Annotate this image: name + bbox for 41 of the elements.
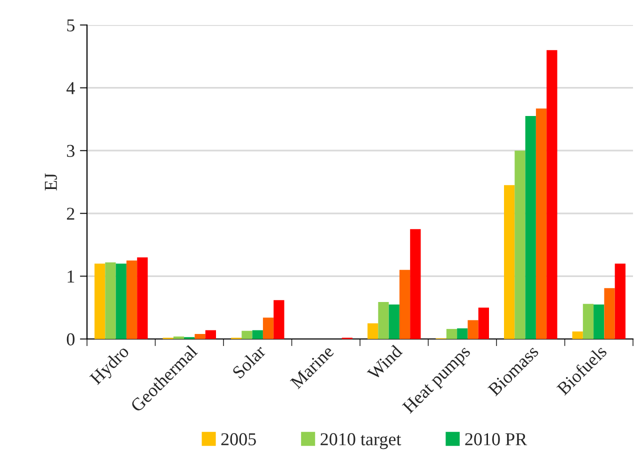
bar [525,116,536,339]
bar [105,262,116,339]
bar [457,328,468,339]
y-axis-title: EJ [44,173,57,191]
bar [582,304,594,339]
bar [205,330,216,339]
bar [446,328,458,339]
bar [478,308,489,339]
bar [378,302,389,339]
bar [594,304,604,339]
bar [546,50,558,339]
y-tick-label: 4 [66,82,75,94]
bar [262,318,274,339]
bar [252,330,263,339]
y-tick-label: 1 [68,270,74,282]
legend-label: 2010 target [320,433,402,450]
bar [388,304,400,339]
bar [173,336,184,339]
bar [368,323,378,339]
y-tick-label: 0 [66,333,75,346]
bar [137,257,148,339]
bar [126,260,138,339]
y-tick-label: 5 [67,19,74,32]
bar [614,264,626,339]
bar [399,270,410,339]
bar [504,185,515,339]
bar [242,330,252,339]
bar [116,264,126,339]
bar [536,108,547,339]
bar [194,334,206,339]
legend-label: 2005 [221,433,256,446]
bar [94,264,106,339]
bar [572,331,583,339]
bar [274,300,284,339]
bar [514,150,526,339]
y-tick-label: 3 [67,144,74,158]
bar [604,288,615,339]
bar [468,320,478,339]
legend-label: 2010 PR [465,433,528,446]
bar [410,229,421,339]
y-tick-label: 2 [66,208,74,220]
